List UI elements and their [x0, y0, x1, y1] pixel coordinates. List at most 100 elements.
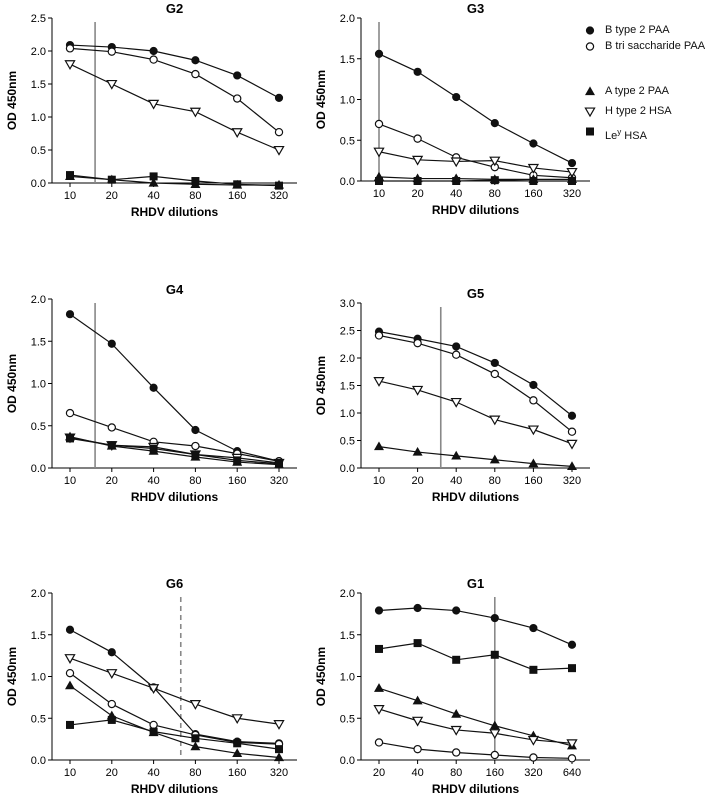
series-line [69, 657, 280, 725]
x-tick-label: 40 [147, 767, 159, 779]
data-point [413, 176, 422, 185]
data-point [273, 145, 285, 156]
chart-panel-g6: 0.0 0.5 1.0 1.5 2.0 10 20 40 80 160 320 G6 RHDV dilu… [5, 576, 297, 796]
data-point [374, 644, 383, 653]
series-ley [66, 715, 283, 754]
data-point [106, 79, 118, 90]
data-point [452, 342, 461, 351]
y-tick-label: 2.0 [340, 353, 355, 365]
series-line [69, 437, 280, 465]
y-tick-label: 0.0 [340, 463, 355, 475]
data-point [65, 310, 75, 319]
data-point [191, 450, 200, 459]
series-b2 [374, 49, 577, 168]
series-line [69, 313, 280, 462]
y-tick-label: 1.0 [340, 672, 355, 684]
y-axis-label: OD 450nm [314, 647, 328, 706]
legend-marker [585, 86, 595, 96]
x-tick-label: 40 [450, 188, 462, 200]
data-point [567, 411, 577, 420]
chart-panel-g2: 0.0 0.5 1.0 1.5 2.0 2.5 10 20 40 80 160 320 G2 RHDV d… [5, 1, 297, 219]
data-point [490, 613, 499, 623]
data-point [107, 339, 116, 348]
x-axis-label: RHDV dilutions [131, 782, 219, 796]
y-tick-label: 3.0 [340, 298, 355, 310]
series-line [378, 151, 573, 173]
data-point [529, 139, 538, 148]
y-tick-label: 0.0 [31, 463, 46, 475]
series-b2 [65, 310, 284, 466]
series-btri [65, 408, 284, 466]
data-point [451, 450, 462, 460]
x-tick-label: 80 [189, 767, 201, 779]
series-line [378, 708, 573, 744]
data-point [489, 454, 500, 464]
data-point [65, 44, 75, 53]
series-line [69, 412, 280, 462]
series-line [378, 53, 573, 164]
y-axis-label: OD 450nm [5, 71, 19, 130]
x-axis-label: RHDV dilutions [131, 490, 219, 504]
chart-title: G6 [166, 576, 183, 591]
y-tick-label: 0.0 [31, 178, 46, 190]
legend-marker [585, 26, 595, 35]
data-point [490, 369, 499, 379]
data-point [413, 134, 422, 143]
x-tick-label: 20 [106, 767, 118, 779]
y-tick-label: 2.0 [340, 588, 355, 600]
x-tick-label: 160 [228, 190, 246, 202]
data-point [527, 735, 540, 746]
chart-panel-g5: 0.0 0.5 1.0 1.5 2.0 2.5 3.0 10 20 40 80 160 320 G5 RHD… [314, 286, 590, 504]
chart-title: G5 [467, 286, 484, 301]
series-line [378, 445, 573, 467]
data-point [273, 720, 285, 730]
series-btri [374, 331, 577, 436]
x-tick-label: 80 [489, 188, 501, 200]
data-point [107, 175, 116, 184]
x-tick-label: 80 [189, 475, 201, 487]
data-point [529, 665, 538, 674]
y-tick-label: 1.0 [31, 112, 46, 124]
data-point [452, 92, 461, 102]
data-point [149, 172, 158, 181]
data-point [411, 385, 424, 396]
legend-label: H type 2 HSA [605, 105, 672, 117]
data-point [374, 119, 384, 129]
data-point [107, 423, 117, 432]
data-point [374, 331, 384, 340]
legend-label: Ley HSA [605, 127, 647, 142]
x-tick-label: 80 [489, 475, 501, 487]
data-point [191, 734, 200, 743]
data-point [373, 147, 385, 158]
legend-marker-icon [586, 127, 594, 136]
data-point [191, 441, 200, 451]
y-tick-label: 0.5 [340, 135, 355, 147]
x-tick-label: 10 [373, 188, 385, 200]
data-point [567, 158, 577, 168]
x-tick-label: 320 [524, 767, 542, 779]
series-line [69, 672, 280, 745]
series-btri [374, 119, 577, 182]
y-tick-label: 2.5 [340, 326, 355, 338]
data-point [490, 119, 499, 128]
data-point [527, 163, 540, 174]
data-point [566, 439, 578, 450]
data-point [189, 700, 202, 710]
data-point [274, 745, 283, 754]
y-tick-label: 1.5 [31, 630, 46, 642]
legend-marker-icon [585, 86, 595, 96]
x-tick-label: 320 [270, 767, 288, 779]
data-point [374, 49, 384, 58]
data-point [413, 639, 422, 648]
y-tick-label: 1.0 [340, 95, 355, 107]
x-tick-label: 40 [411, 767, 423, 779]
x-tick-label: 40 [147, 190, 159, 202]
data-point [413, 744, 422, 754]
data-point [527, 425, 540, 436]
data-point [411, 155, 424, 166]
y-tick-label: 0.5 [31, 421, 46, 433]
data-point [490, 176, 499, 185]
chart-title: G1 [467, 576, 484, 591]
series-btri [65, 44, 284, 137]
data-point [529, 176, 538, 185]
